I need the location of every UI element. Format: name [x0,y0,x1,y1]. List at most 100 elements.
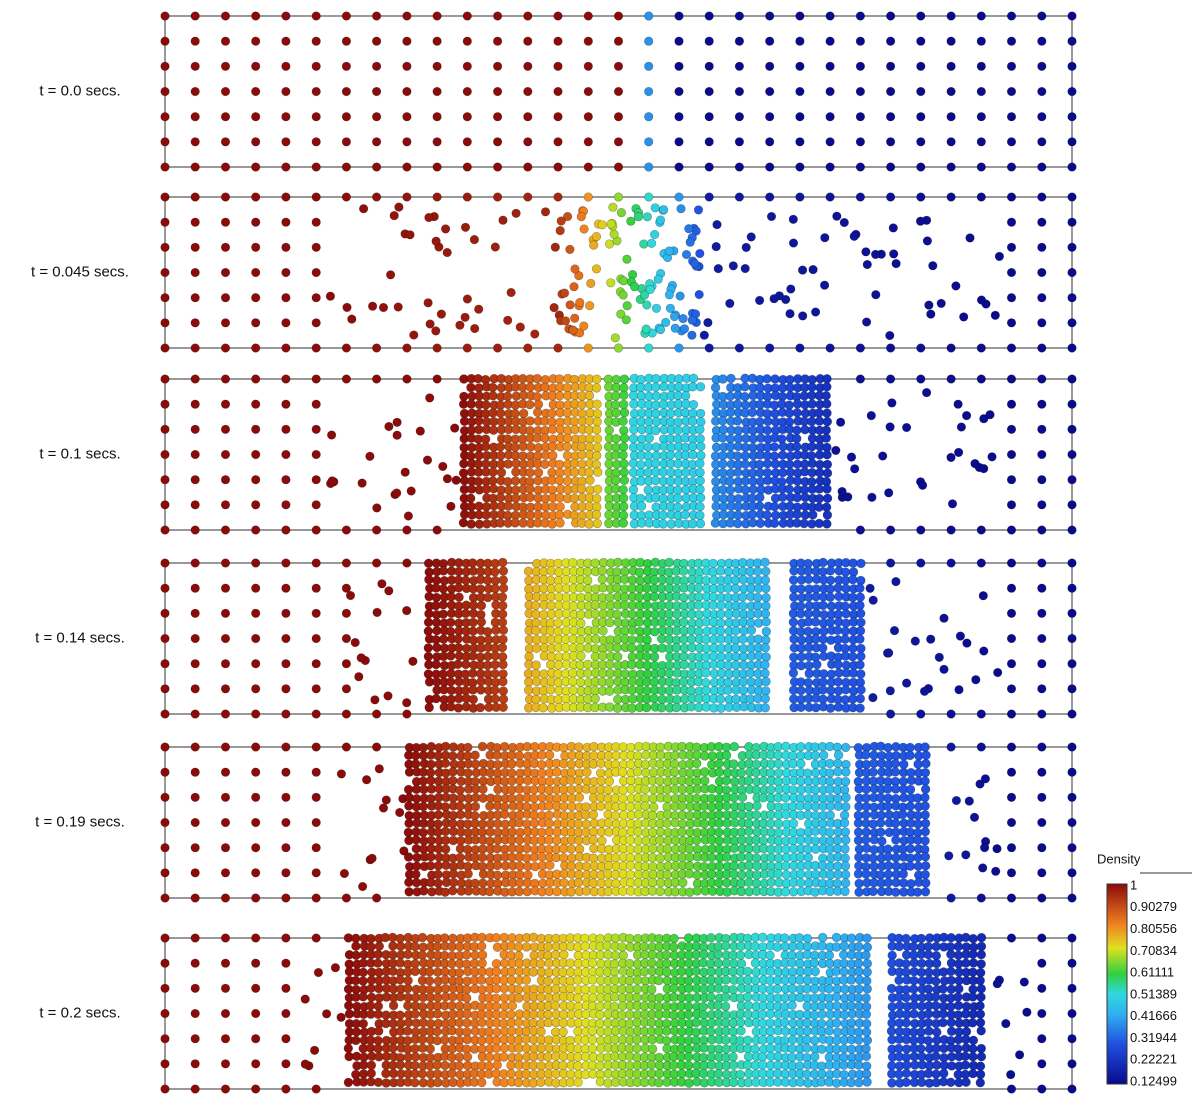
particle [529,793,539,804]
particle [469,235,480,245]
particle [372,374,382,384]
particle [726,373,736,384]
particle [649,626,660,637]
particle [792,408,802,418]
particle [610,333,620,343]
particle [946,86,956,97]
particle [358,976,368,986]
particle [642,642,652,653]
particle [220,608,231,618]
particle [921,750,931,760]
particle [740,459,750,469]
particle [818,634,828,644]
particle [629,282,640,292]
particle [1067,36,1077,46]
particle [410,1077,420,1088]
particle [190,137,200,147]
particle [281,11,291,21]
particle [706,933,716,943]
particle [717,433,728,443]
particle [373,1043,383,1054]
particle [761,635,771,645]
particle [581,886,592,896]
particle [752,566,763,576]
particle [577,400,587,410]
particle [976,525,986,535]
particle [595,1077,605,1087]
particle [313,967,324,978]
particle [720,1035,731,1045]
particle [1006,242,1017,252]
particle [523,112,533,122]
particle [1067,709,1077,719]
particle [577,450,587,460]
particle [569,493,580,503]
particle [916,374,926,384]
particle [683,1001,694,1012]
particle [832,625,843,635]
particle [1006,893,1017,903]
particle [573,775,584,785]
particle [662,958,672,969]
particle [916,11,926,21]
particle [684,983,694,993]
particle [926,309,936,319]
particle [568,325,578,335]
particle [220,112,231,122]
particle [499,983,509,994]
particle [558,1060,568,1071]
particle [990,310,1000,320]
particle [839,217,849,228]
particle [341,684,352,694]
particle [351,1035,361,1046]
particle [818,643,828,653]
particle [796,584,806,594]
particle [736,959,747,969]
particle [730,575,740,586]
particle [426,852,436,862]
particle [795,137,805,147]
particle [609,967,620,977]
particle [736,886,747,897]
particle [883,877,893,888]
particle [993,667,1003,678]
particle [438,609,448,619]
particle [655,776,665,786]
particle [503,501,513,511]
particle [160,933,170,943]
particle [466,493,476,503]
particle [884,648,894,658]
particle [825,112,835,122]
particle [507,759,517,769]
particle [499,809,510,819]
particle [704,86,714,97]
particle [403,827,413,838]
particle [641,767,651,778]
particle [734,36,745,46]
particle [585,301,595,311]
particle [160,709,170,719]
particle [706,1052,716,1062]
particle [576,618,586,628]
particle [742,1060,753,1070]
particle [522,819,532,829]
particle [640,801,650,811]
particle [311,608,321,618]
particle [885,343,896,353]
particle [681,249,692,260]
particle [640,784,650,795]
particle [684,1078,694,1088]
particle [562,408,572,418]
particle [568,685,578,695]
particle [1006,112,1017,122]
particle [687,382,698,392]
particle [920,810,930,820]
particle [220,293,231,303]
particle [731,694,741,704]
particle [803,626,813,637]
particle [683,1060,694,1071]
particle [251,817,261,828]
particle [423,643,433,653]
particle [481,400,491,410]
particle [870,249,881,259]
